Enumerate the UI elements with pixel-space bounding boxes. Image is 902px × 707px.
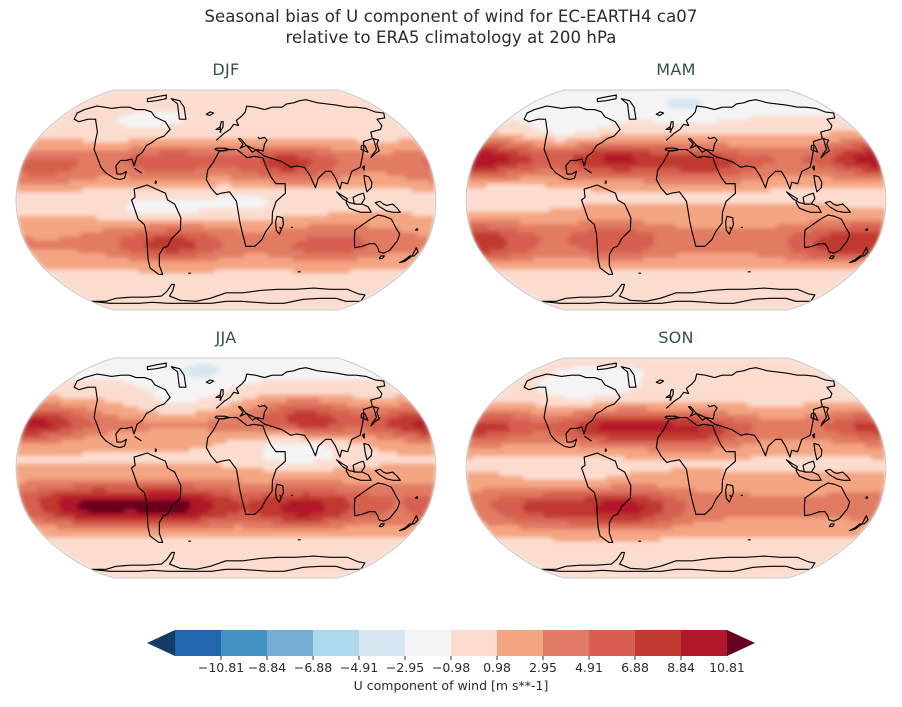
figure-title-line1: Seasonal bias of U component of wind for… [204,7,698,26]
colorbar-tick-0: −10.81 [197,660,245,675]
map-panel-jja[interactable]: JJA [12,328,440,582]
panel-title-son: SON [658,328,694,347]
map-jja [12,354,440,582]
colorbar-tick-labels: −10.81 −8.84 −6.88 −4.91 −2.95 −0.98 0.98 2.95 4… [0,660,902,676]
figure-title-line2: relative to ERA5 climatology at 200 hPa [285,28,617,47]
map-panel-mam[interactable]: MAM [462,60,890,314]
map-son [462,354,890,582]
panel-title-jja: JJA [215,328,237,347]
map-panel-djf[interactable]: DJF [12,60,440,314]
colorbar-tick-2: −6.88 [293,660,333,675]
colorbar-tick-1: −8.84 [247,660,287,675]
colorbar-tick-11: 10.81 [709,660,745,675]
colorbar-tick-5: −0.98 [431,660,471,675]
colorbar-tick-8: 4.91 [575,660,603,675]
map-djf [12,86,440,314]
colorbar-tick-9: 6.88 [621,660,649,675]
colorbar-tick-10: 8.84 [667,660,695,675]
colorbar-tick-4: −2.95 [385,660,425,675]
colorbar-swatches [0,628,902,666]
figure-title: Seasonal bias of U component of wind for… [0,6,902,48]
panel-title-djf: DJF [212,60,240,79]
colorbar-tick-3: −4.91 [339,660,379,675]
colorbar[interactable]: −10.81 −8.84 −6.88 −4.91 −2.95 −0.98 0.98 2.95 4… [0,628,902,707]
map-panel-son[interactable]: SON [462,328,890,582]
panel-title-mam: MAM [656,60,696,79]
map-mam [462,86,890,314]
colorbar-tick-7: 2.95 [529,660,557,675]
colorbar-tick-6: 0.98 [483,660,511,675]
colorbar-axis-label: U component of wind [m s**-1] [353,678,549,693]
